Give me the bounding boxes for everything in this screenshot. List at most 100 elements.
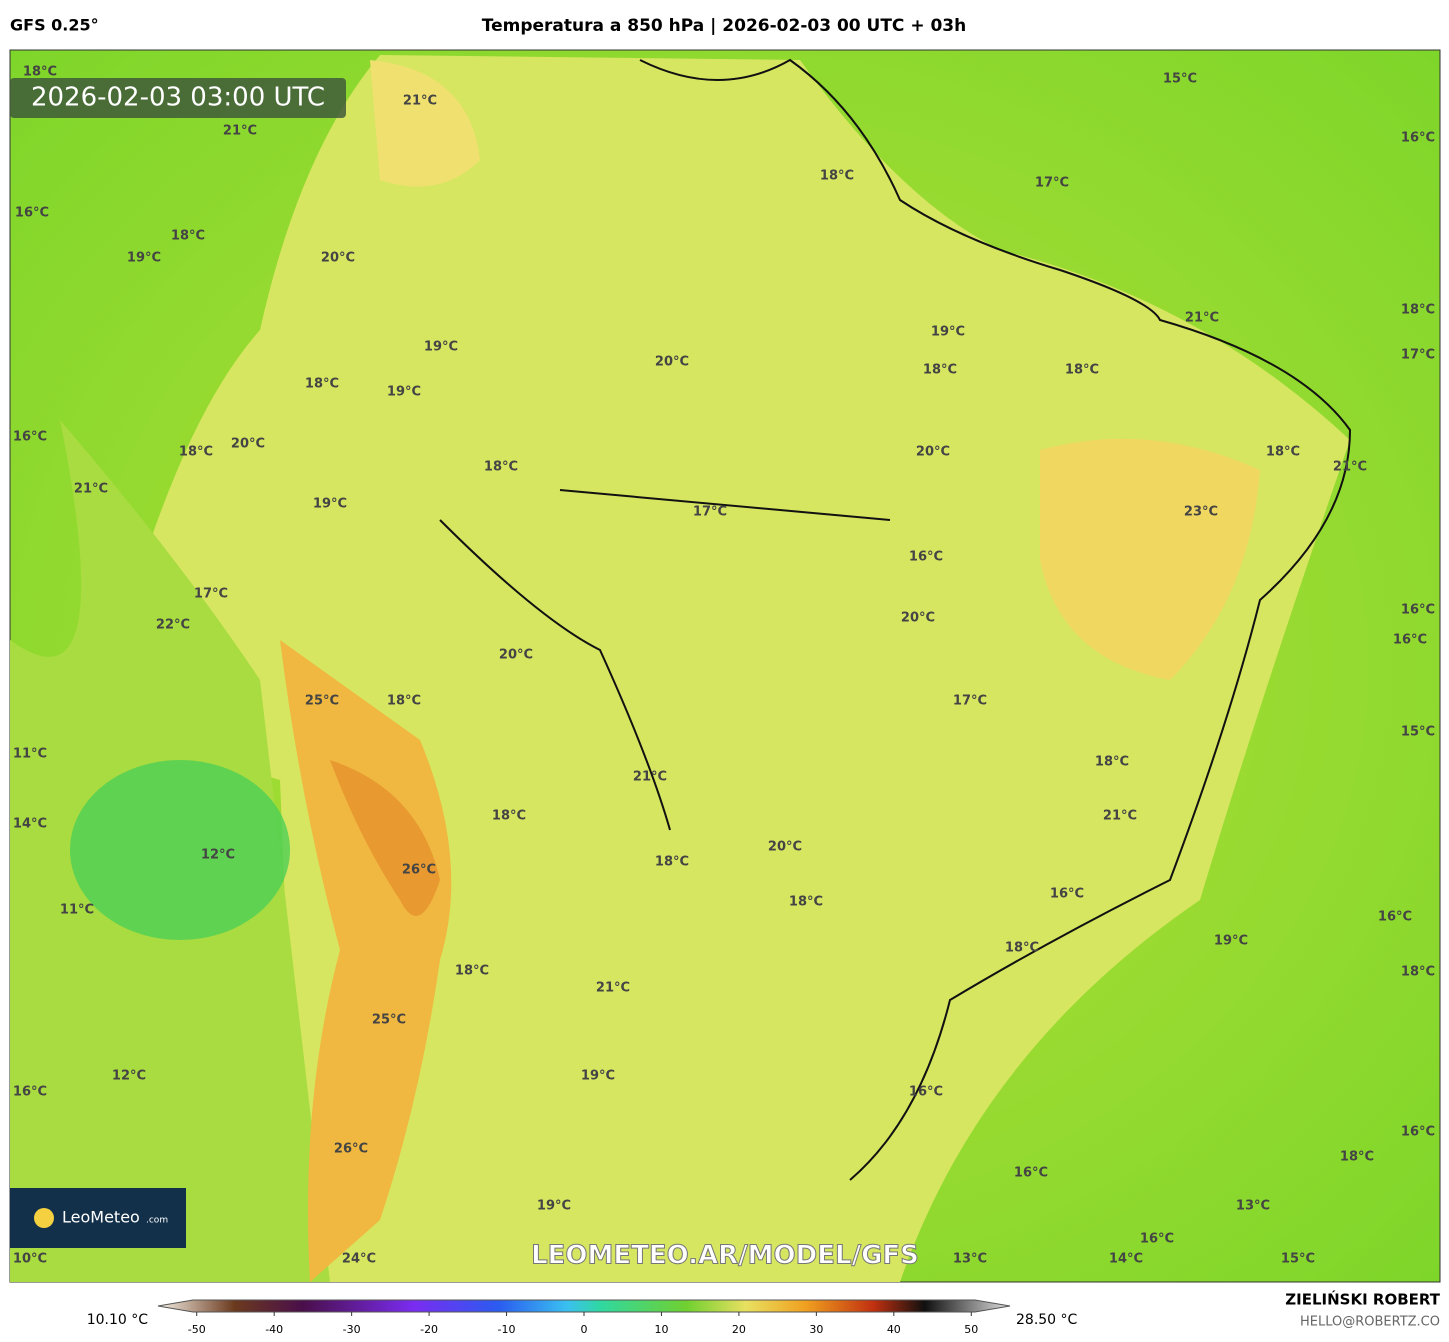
colorbar-tick-label: -40 bbox=[265, 1323, 283, 1336]
temperature-label: 25°C bbox=[305, 694, 339, 709]
temperature-label: 16°C bbox=[1140, 1232, 1174, 1247]
temperature-label: 12°C bbox=[201, 848, 235, 863]
temperature-label: 11°C bbox=[13, 747, 47, 762]
temperature-label: 18°C bbox=[1340, 1150, 1374, 1165]
temperature-label: 13°C bbox=[953, 1252, 987, 1267]
temperature-label: 16°C bbox=[1378, 910, 1412, 925]
temperature-label: 18°C bbox=[387, 694, 421, 709]
temperature-label: 16°C bbox=[1050, 887, 1084, 902]
colorbar-tick-label: -10 bbox=[498, 1323, 516, 1336]
temperature-label: 18°C bbox=[484, 460, 518, 475]
temperature-label: 17°C bbox=[1035, 176, 1069, 191]
temperature-label: 17°C bbox=[194, 587, 228, 602]
temperature-label: 19°C bbox=[581, 1069, 615, 1084]
temperature-label: 19°C bbox=[537, 1199, 571, 1214]
temperature-label: 12°C bbox=[112, 1069, 146, 1084]
temperature-label: 18°C bbox=[1401, 303, 1435, 318]
map-title: Temperatura a 850 hPa | 2026-02-03 00 UT… bbox=[482, 16, 967, 36]
temperature-label: 18°C bbox=[1095, 755, 1129, 770]
author: ZIELIŃSKI ROBERT bbox=[1285, 1290, 1440, 1309]
temperature-label: 25°C bbox=[372, 1013, 406, 1028]
temperature-label: 26°C bbox=[402, 863, 436, 878]
colorbar-tick-label: 0 bbox=[581, 1323, 588, 1336]
temperature-label: 15°C bbox=[1281, 1252, 1315, 1267]
colorbar bbox=[157, 1299, 1011, 1313]
temperature-label: 21°C bbox=[1333, 460, 1367, 475]
colorbar-tick-label: -30 bbox=[343, 1323, 361, 1336]
colorbar-tick-label: 30 bbox=[809, 1323, 823, 1336]
temperature-label: 18°C bbox=[1065, 363, 1099, 378]
watermark: LEOMETEO.AR/MODEL/GFS bbox=[531, 1241, 919, 1271]
temperature-label: 18°C bbox=[455, 964, 489, 979]
temperature-label: 18°C bbox=[820, 169, 854, 184]
temperature-label: 19°C bbox=[387, 385, 421, 400]
temperature-label: 18°C bbox=[655, 855, 689, 870]
model-name: GFS 0.25° bbox=[10, 16, 99, 35]
temperature-label: 18°C bbox=[179, 445, 213, 460]
temperature-label: 26°C bbox=[334, 1142, 368, 1157]
colorbar-ticks: -50 -40 -30 -20 -10 0 10 20 30 40 50 bbox=[188, 1312, 978, 1336]
temperature-label: 18°C bbox=[305, 377, 339, 392]
temperature-label: 16°C bbox=[1401, 131, 1435, 146]
colorbar-tick-label: 50 bbox=[964, 1323, 978, 1336]
temperature-label: 21°C bbox=[596, 981, 630, 996]
temperature-label: 18°C bbox=[923, 363, 957, 378]
temperature-label: 14°C bbox=[1109, 1252, 1143, 1267]
colorbar-min: 10.10 °C bbox=[87, 1312, 149, 1328]
temperature-label: 16°C bbox=[1393, 633, 1427, 648]
temperature-label: 16°C bbox=[909, 1085, 943, 1100]
temperature-label: 16°C bbox=[13, 1085, 47, 1100]
temperature-label: 21°C bbox=[74, 482, 108, 497]
andes-hot bbox=[330, 760, 440, 916]
temperature-label: 16°C bbox=[1401, 1125, 1435, 1140]
temperature-label: 21°C bbox=[1103, 809, 1137, 824]
cool-area bbox=[70, 760, 290, 940]
temperature-label: 14°C bbox=[13, 817, 47, 832]
temperature-label: 18°C bbox=[23, 65, 57, 80]
temperature-label: 19°C bbox=[1214, 934, 1248, 949]
temperature-label: 13°C bbox=[1236, 1199, 1270, 1214]
timestamp: 2026-02-03 03:00 UTC bbox=[31, 83, 325, 113]
borders bbox=[439, 58, 1352, 1181]
temperature-label: 16°C bbox=[1014, 1166, 1048, 1181]
temperature-label: 17°C bbox=[953, 694, 987, 709]
temperature-label: 15°C bbox=[1401, 725, 1435, 740]
logo-suffix: .com bbox=[146, 1216, 168, 1226]
colorbar-tick-label: 40 bbox=[887, 1323, 901, 1336]
colorbar-tick-label: 20 bbox=[732, 1323, 746, 1336]
colorbar-tick-label: -20 bbox=[420, 1323, 438, 1336]
temperature-label: 18°C bbox=[1401, 965, 1435, 980]
warm-area bbox=[1040, 438, 1260, 680]
temperature-label: 20°C bbox=[901, 611, 935, 626]
temperature-label: 17°C bbox=[693, 505, 727, 520]
temperature-label: 19°C bbox=[424, 340, 458, 355]
temperature-label: 21°C bbox=[633, 770, 667, 785]
temperature-label: 21°C bbox=[403, 94, 437, 109]
temperature-label: 21°C bbox=[1185, 311, 1219, 326]
temperature-label: 16°C bbox=[15, 206, 49, 221]
temperature-labels: 18°C 21°C 21°C 15°C 16°C 18°C 17°C 16°C 18°C 19°C… bbox=[13, 65, 1435, 1267]
warm-area bbox=[370, 60, 480, 187]
temperature-label: 20°C bbox=[321, 251, 355, 266]
temperature-label: 21°C bbox=[223, 124, 257, 139]
temperature-label: 20°C bbox=[499, 648, 533, 663]
colorbar-tick-label: -50 bbox=[188, 1323, 206, 1336]
colorbar-tick-label: 10 bbox=[654, 1323, 668, 1336]
logo-sun bbox=[34, 1208, 54, 1228]
temperature-label: 19°C bbox=[127, 251, 161, 266]
temperature-label: 20°C bbox=[231, 437, 265, 452]
temperature-label: 23°C bbox=[1184, 505, 1218, 520]
temperature-label: 18°C bbox=[1266, 445, 1300, 460]
temperature-label: 20°C bbox=[768, 840, 802, 855]
temperature-label: 20°C bbox=[916, 445, 950, 460]
temperature-label: 19°C bbox=[931, 325, 965, 340]
timestamp-box bbox=[10, 78, 346, 118]
temperature-label: 18°C bbox=[1005, 941, 1039, 956]
temperature-label: 20°C bbox=[655, 355, 689, 370]
contact: HELLO@ROBERTZ.CO bbox=[1300, 1315, 1440, 1330]
logo-name: LeoMeteo bbox=[62, 1208, 140, 1227]
temperature-label: 10°C bbox=[13, 1252, 47, 1267]
temperature-label: 16°C bbox=[1401, 603, 1435, 618]
